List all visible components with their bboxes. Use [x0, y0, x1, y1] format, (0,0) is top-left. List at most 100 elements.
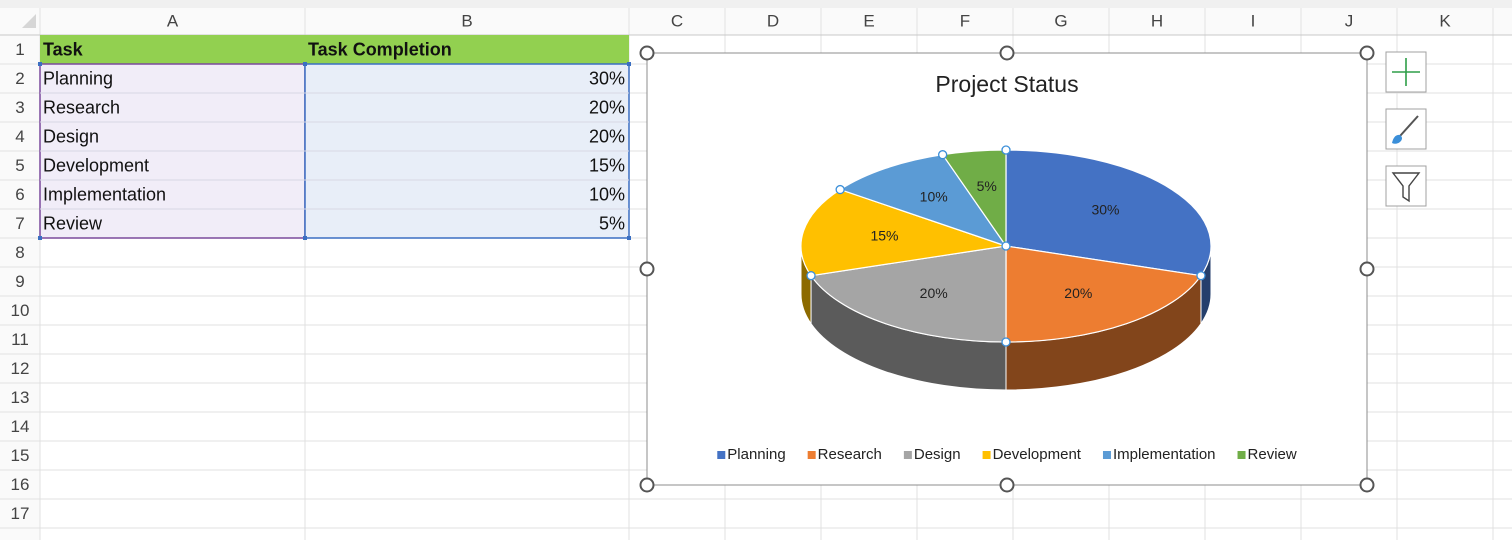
funnel-icon	[1391, 172, 1421, 203]
brush-handle	[1399, 115, 1419, 137]
point-handle	[806, 271, 816, 281]
range-handle	[303, 236, 307, 240]
row-header-bar	[0, 35, 40, 540]
legend-label: Research	[818, 446, 882, 463]
column-header[interactable]: K	[1439, 11, 1451, 30]
resize-handle[interactable]	[1359, 477, 1375, 493]
legend-item[interactable]: Design	[903, 446, 961, 463]
range-handle	[627, 236, 631, 240]
header-cell[interactable]: Task Completion	[308, 39, 452, 59]
task-cell[interactable]: Implementation	[43, 184, 166, 204]
resize-handle[interactable]	[1359, 261, 1375, 277]
value-cell[interactable]: 20%	[589, 97, 625, 117]
point-handle	[1001, 241, 1011, 251]
legend-label: Planning	[727, 446, 785, 463]
row-header[interactable]: 13	[11, 388, 30, 407]
column-header[interactable]: A	[167, 11, 179, 30]
row-header[interactable]: 15	[11, 446, 30, 465]
column-header[interactable]: E	[863, 11, 874, 30]
value-cell[interactable]: 30%	[589, 68, 625, 88]
pie-slice[interactable]	[809, 245, 1007, 343]
chart-object[interactable]: Project Status 30% 20% 20% 15% 10% 5% Planning R…	[639, 45, 1375, 493]
column-header[interactable]: D	[767, 11, 779, 30]
task-cell[interactable]: Review	[43, 213, 103, 233]
chart-filters-button[interactable]	[1385, 165, 1427, 207]
resize-handle[interactable]	[639, 477, 655, 493]
select-all[interactable]	[22, 14, 36, 28]
legend-swatch	[717, 451, 726, 459]
pie-slice[interactable]	[1005, 149, 1212, 277]
resize-handle[interactable]	[639, 45, 655, 61]
row-header[interactable]: 9	[15, 272, 24, 291]
value-cell[interactable]: 5%	[599, 213, 625, 233]
task-cell[interactable]: Development	[43, 155, 149, 175]
legend-item[interactable]: Planning	[717, 446, 786, 463]
row-header[interactable]: 2	[15, 69, 24, 88]
legend-item[interactable]: Development	[982, 446, 1082, 463]
row-header[interactable]: 3	[15, 98, 24, 117]
data-label: 10%	[920, 189, 948, 205]
row-header[interactable]: 14	[11, 417, 30, 436]
point-handle	[938, 150, 948, 160]
value-cell[interactable]: 20%	[589, 126, 625, 146]
legend-label: Implementation	[1113, 446, 1216, 463]
row-header[interactable]: 11	[11, 330, 29, 349]
row-header[interactable]: 10	[11, 301, 30, 320]
point-handle	[1001, 145, 1011, 155]
legend-swatch	[807, 451, 816, 459]
row-header[interactable]: 12	[11, 359, 30, 378]
data-label: 20%	[1064, 285, 1092, 301]
value-cell[interactable]: 15%	[589, 155, 625, 175]
point-handle	[1196, 271, 1206, 281]
pie-slice[interactable]	[1005, 245, 1203, 343]
resize-handle[interactable]	[999, 45, 1015, 61]
task-cell[interactable]: Design	[43, 126, 99, 146]
point-handle	[1001, 337, 1011, 347]
column-header[interactable]: C	[671, 11, 683, 30]
legend-swatch	[1102, 451, 1111, 459]
resize-handle[interactable]	[999, 477, 1015, 493]
legend-label: Development	[993, 446, 1082, 463]
column-header[interactable]: B	[461, 11, 472, 30]
row-header[interactable]: 6	[15, 185, 24, 204]
legend-swatch	[1237, 451, 1246, 459]
column-header[interactable]: G	[1054, 11, 1067, 30]
row-header[interactable]: 8	[15, 243, 24, 262]
range-handle	[38, 236, 42, 240]
row-header[interactable]: 5	[15, 156, 24, 175]
legend-label: Review	[1248, 446, 1297, 463]
column-header[interactable]: J	[1345, 11, 1354, 30]
data-label: 5%	[977, 178, 997, 194]
row-header[interactable]: 7	[15, 214, 24, 233]
row-header[interactable]: 16	[11, 475, 30, 494]
legend-swatch	[982, 451, 991, 459]
header-fill	[40, 35, 629, 64]
column-header[interactable]: F	[960, 11, 970, 30]
resize-handle[interactable]	[639, 261, 655, 277]
range-handle	[627, 62, 631, 66]
row-header[interactable]: 17	[11, 504, 30, 523]
range-handle	[303, 62, 307, 66]
resize-handle[interactable]	[1359, 45, 1375, 61]
chart-tools	[1385, 51, 1427, 207]
pie-slice[interactable]	[800, 188, 1007, 277]
column-header[interactable]: I	[1251, 11, 1256, 30]
legend-swatch	[903, 451, 912, 459]
plus-icon	[1392, 58, 1420, 86]
value-cell[interactable]: 10%	[589, 184, 625, 204]
task-cell[interactable]: Planning	[43, 68, 113, 88]
legend-label: Design	[914, 446, 961, 463]
legend-item[interactable]: Review	[1237, 446, 1297, 463]
task-cell[interactable]: Research	[43, 97, 120, 117]
data-label: 30%	[1091, 202, 1119, 218]
column-header[interactable]: H	[1151, 11, 1163, 30]
legend-item[interactable]: Implementation	[1102, 446, 1216, 463]
header-cell[interactable]: Task	[43, 39, 84, 59]
row-header[interactable]: 4	[15, 127, 24, 146]
row-header[interactable]: 1	[15, 40, 24, 59]
column-header-bar	[0, 8, 1512, 35]
legend-item[interactable]: Research	[807, 446, 882, 463]
data-label: 15%	[870, 227, 898, 243]
range-handle	[38, 62, 42, 66]
